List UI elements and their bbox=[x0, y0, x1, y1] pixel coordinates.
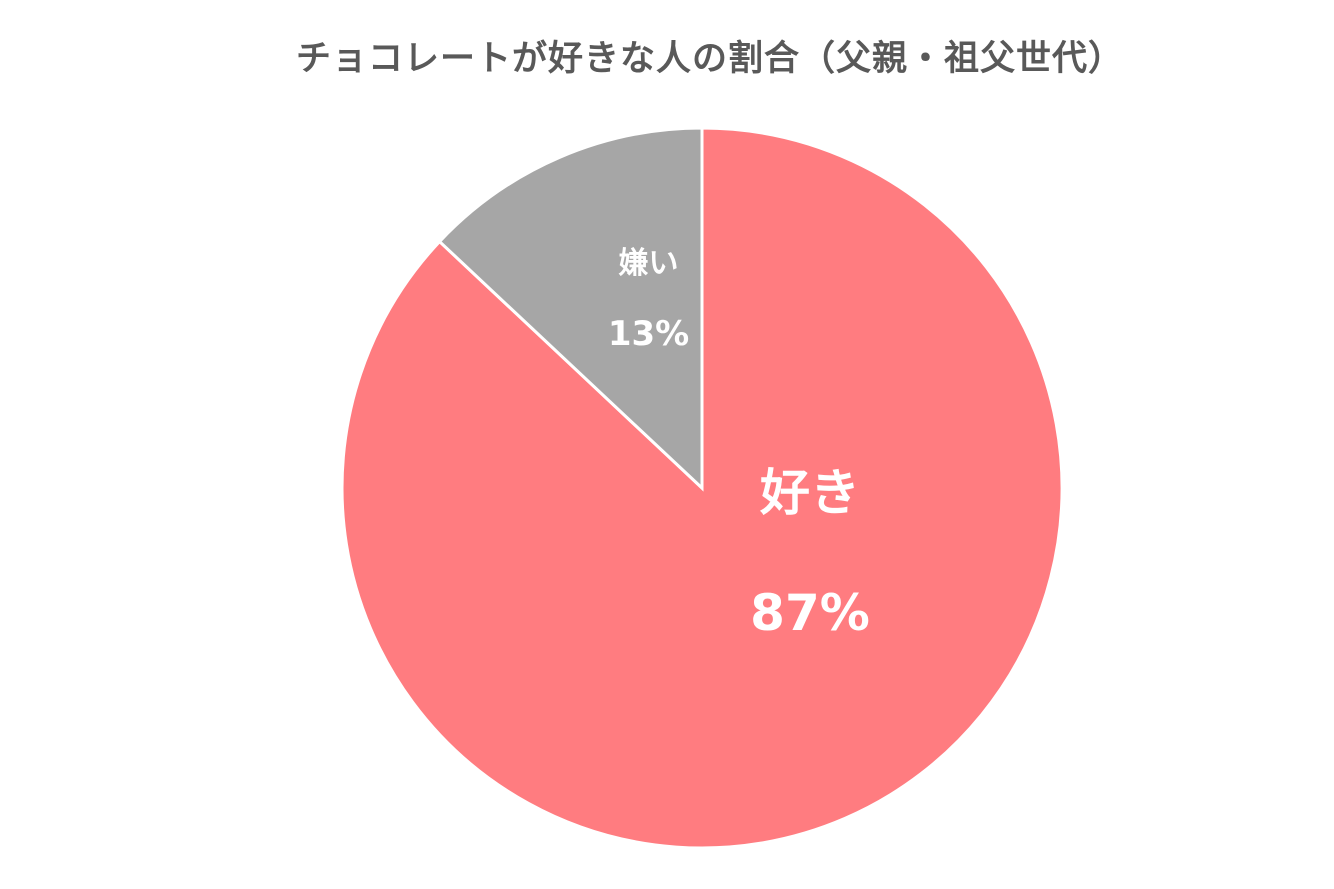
chart-title: チョコレートが好きな人の割合（父親・祖父世代） bbox=[295, 39, 1124, 79]
pie-slice-1 bbox=[437, 126, 704, 492]
slice-value-1: 13% bbox=[608, 314, 689, 354]
slice-value-0: 87% bbox=[750, 584, 870, 642]
slice-label-1: 嫌い bbox=[619, 246, 679, 281]
slice-label-0: 好き bbox=[759, 464, 860, 522]
